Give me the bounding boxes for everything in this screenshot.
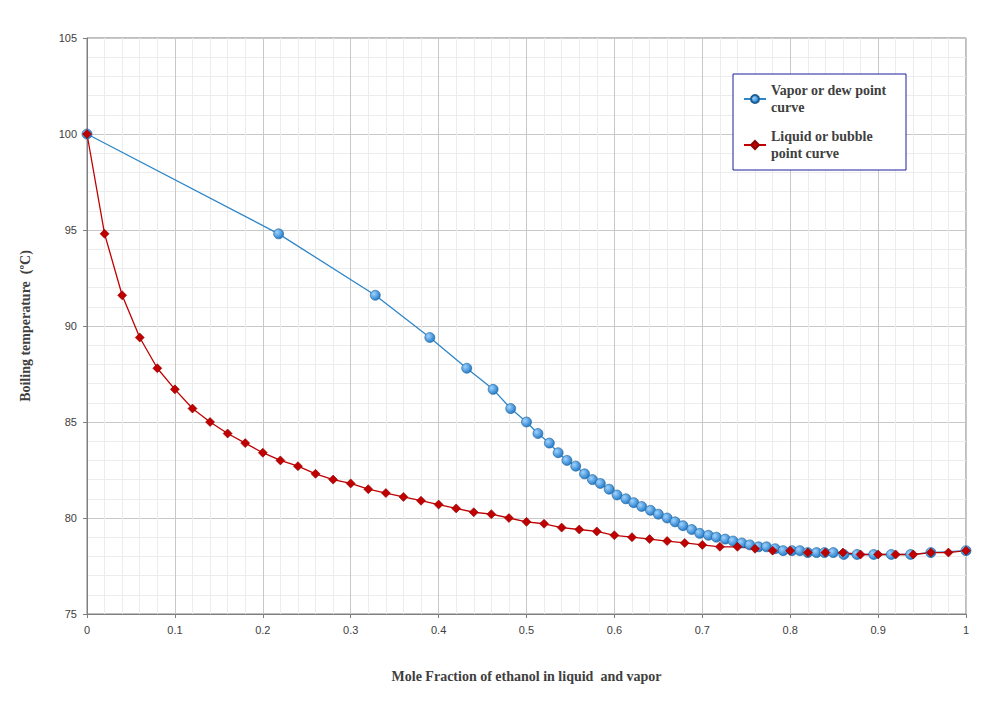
svg-text:1: 1: [963, 624, 969, 636]
svg-text:curve: curve: [771, 100, 804, 115]
svg-text:Mole Fraction of ethanol in li: Mole Fraction of ethanol in liquid and v…: [392, 669, 662, 684]
svg-text:0.2: 0.2: [255, 624, 270, 636]
svg-text:75: 75: [65, 608, 77, 620]
svg-text:0.4: 0.4: [431, 624, 446, 636]
svg-text:100: 100: [59, 128, 77, 140]
svg-text:point curve: point curve: [771, 146, 839, 161]
svg-text:95: 95: [65, 224, 77, 236]
svg-text:0.3: 0.3: [343, 624, 358, 636]
svg-text:Vapor or dew point: Vapor or dew point: [771, 83, 890, 98]
svg-text:Boiling temperature (ºC): Boiling temperature (ºC): [18, 250, 34, 402]
svg-text:0.5: 0.5: [519, 624, 534, 636]
svg-text:90: 90: [65, 320, 77, 332]
svg-text:105: 105: [59, 32, 77, 44]
svg-text:0.7: 0.7: [695, 624, 710, 636]
svg-text:85: 85: [65, 416, 77, 428]
svg-text:80: 80: [65, 512, 77, 524]
svg-text:0.1: 0.1: [167, 624, 182, 636]
svg-text:Liquid or bubble: Liquid or bubble: [771, 129, 876, 144]
svg-text:0.8: 0.8: [783, 624, 798, 636]
svg-text:0.9: 0.9: [870, 624, 885, 636]
svg-text:0: 0: [84, 624, 90, 636]
svg-text:0.6: 0.6: [607, 624, 622, 636]
